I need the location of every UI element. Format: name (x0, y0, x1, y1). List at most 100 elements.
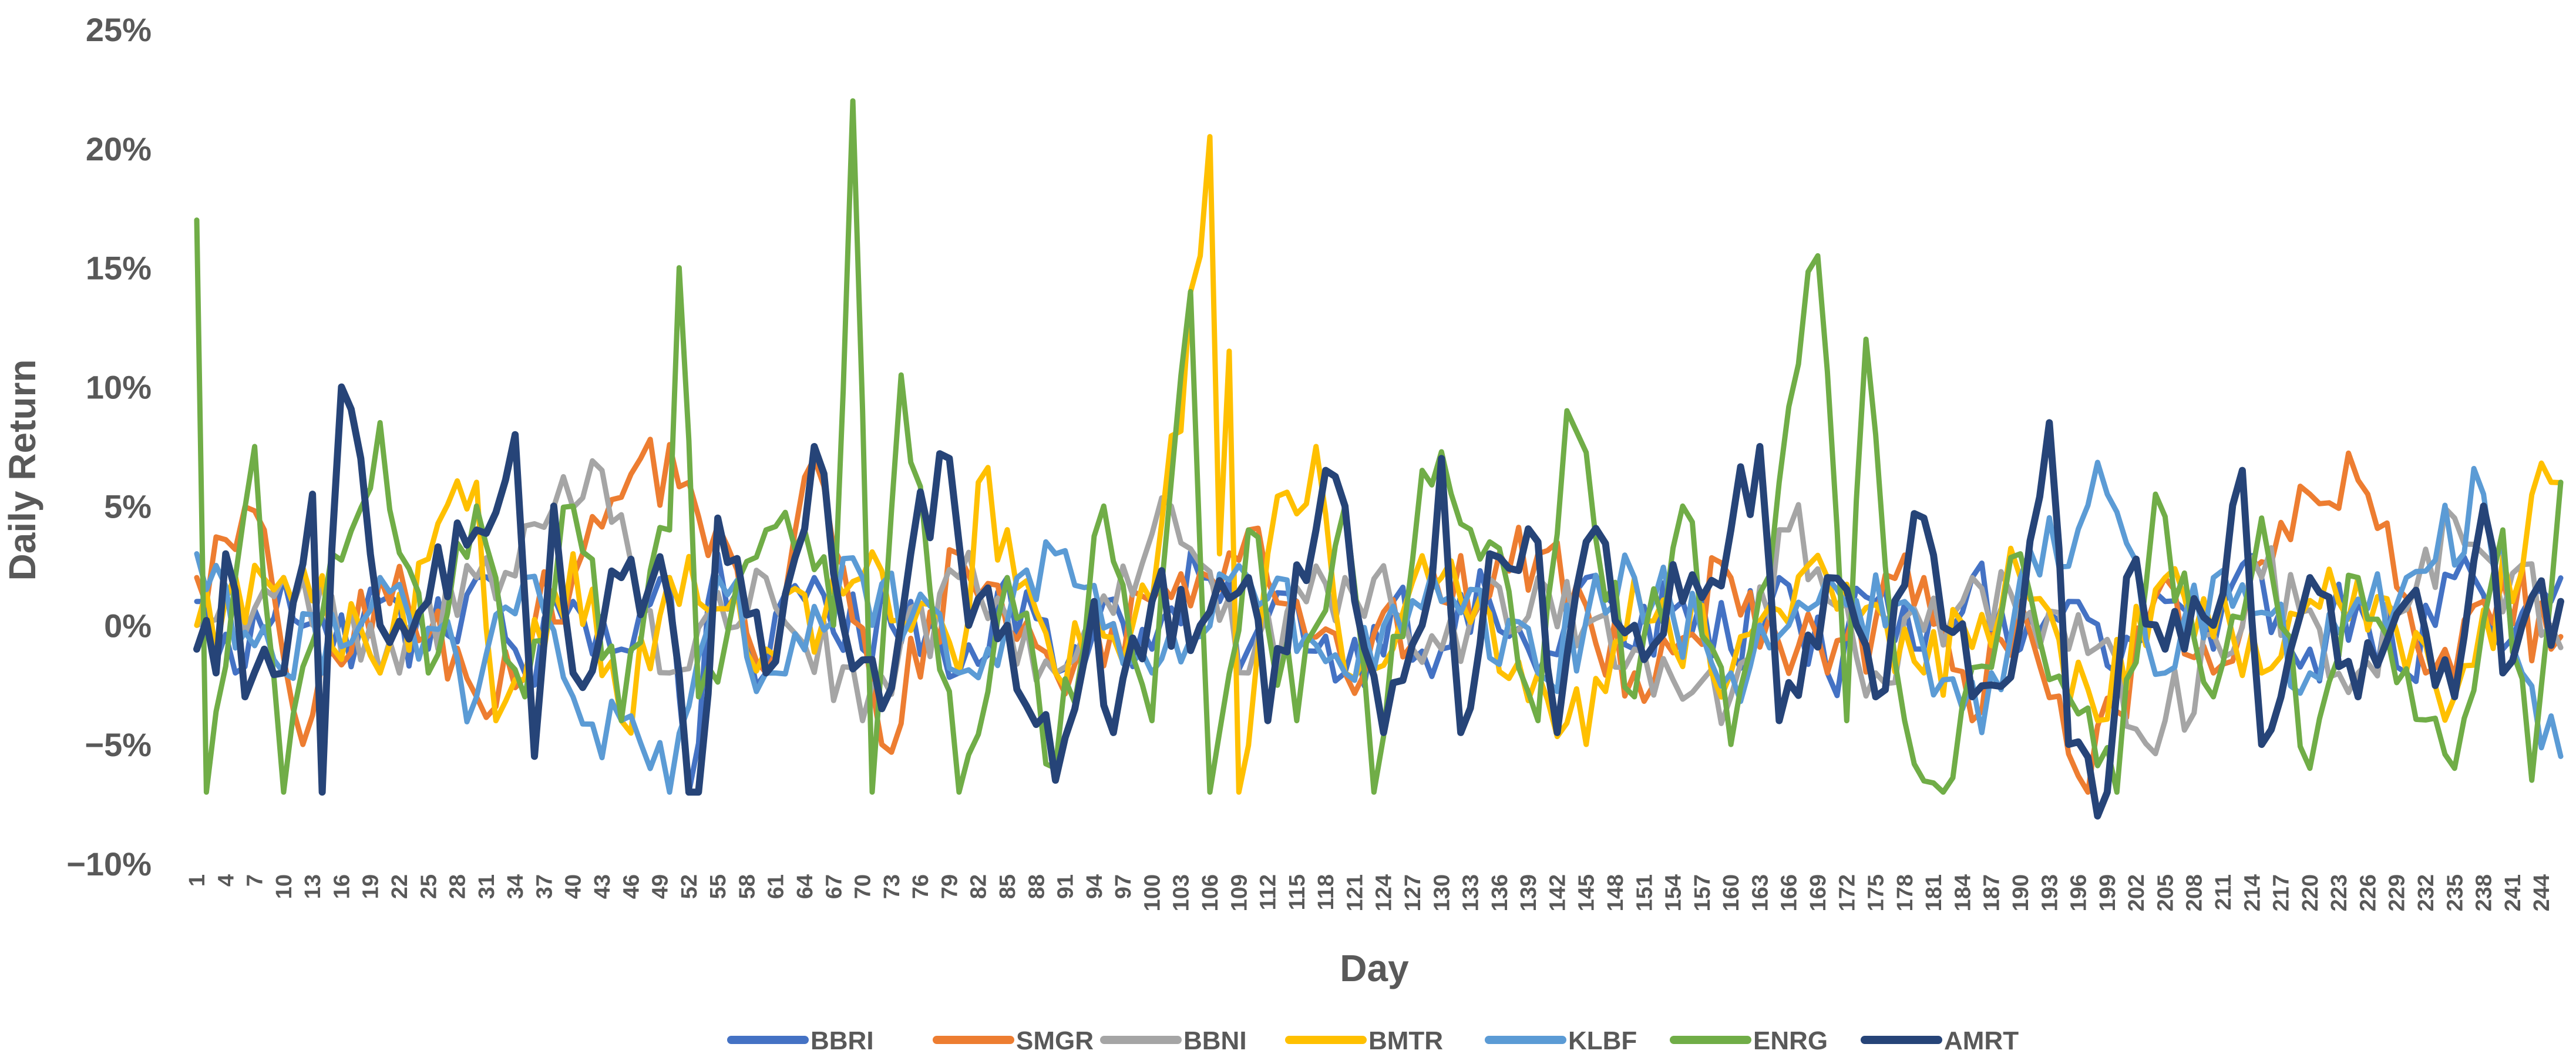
x-tick-label: 112 (1256, 874, 1281, 910)
legend-label: BBRI (811, 1026, 874, 1055)
y-tick-label: 10% (86, 369, 152, 406)
x-tick-label: 241 (2501, 874, 2525, 911)
legend-label: BBNI (1183, 1026, 1247, 1055)
legend-item-enrg: ENRG (1670, 1026, 1828, 1055)
x-tick-label: 97 (1111, 874, 1136, 899)
legend-item-bbri: BBRI (727, 1026, 874, 1055)
x-tick-label: 199 (2096, 874, 2120, 911)
x-tick-label: 61 (764, 874, 789, 899)
x-tick-label: 7 (243, 874, 268, 887)
x-tick-label: 37 (532, 874, 557, 899)
x-tick-label: 208 (2182, 874, 2207, 911)
x-tick-label: 13 (301, 874, 325, 899)
y-tick-label: −5% (85, 726, 152, 763)
x-tick-label: 139 (1516, 874, 1541, 911)
x-tick-label: 118 (1314, 874, 1339, 910)
legend-item-klbf: KLBF (1485, 1026, 1637, 1055)
x-tick-label: 169 (1806, 874, 1831, 911)
x-tick-label: 163 (1748, 874, 1773, 911)
x-tick-label: 94 (1082, 874, 1107, 899)
x-tick-label: 130 (1430, 874, 1454, 911)
x-tick-label: 25 (416, 874, 441, 899)
x-tick-label: 190 (2009, 874, 2033, 911)
x-tick-label: 49 (648, 874, 673, 899)
x-tick-label: 106 (1198, 874, 1223, 911)
x-tick-label: 82 (967, 874, 991, 899)
x-tick-label: 187 (1980, 874, 2005, 911)
legend-label: KLBF (1568, 1026, 1637, 1055)
series-line-amrt (193, 383, 2564, 820)
x-tick-label: 28 (446, 874, 470, 899)
x-tick-label: 91 (1054, 874, 1078, 899)
legend-item-amrt: AMRT (1861, 1026, 2019, 1055)
x-tick-label: 79 (937, 874, 962, 899)
x-tick-label: 142 (1545, 874, 1570, 911)
legend-label: AMRT (1944, 1026, 2019, 1055)
x-tick-label: 160 (1719, 874, 1744, 911)
x-tick-label: 235 (2443, 874, 2467, 911)
x-tick-label: 109 (1227, 874, 1252, 911)
x-tick-label: 205 (2153, 874, 2178, 911)
x-tick-label: 124 (1372, 874, 1397, 911)
x-tick-label: 43 (590, 874, 615, 899)
x-tick-label: 88 (1024, 874, 1049, 899)
x-tick-label: 211 (2211, 874, 2236, 910)
series-lines (193, 98, 2564, 820)
x-tick-label: 58 (735, 874, 759, 899)
x-tick-label: 52 (677, 874, 702, 899)
x-tick-label: 103 (1169, 874, 1194, 911)
x-tick-label: 64 (793, 874, 818, 899)
x-tick-label: 16 (329, 874, 354, 899)
y-tick-label: 20% (86, 130, 152, 167)
x-tick-label: 214 (2240, 874, 2265, 911)
x-tick-label: 193 (2037, 874, 2062, 911)
x-tick-label: 244 (2530, 874, 2554, 911)
x-tick-label: 232 (2414, 874, 2439, 911)
x-tick-label: 223 (2327, 874, 2352, 911)
x-tick-label: 1 (185, 874, 210, 887)
x-tick-label: 4 (214, 874, 238, 887)
y-tick-label: 0% (104, 607, 152, 644)
x-tick-label: 40 (561, 874, 586, 899)
x-tick-label: 181 (1922, 874, 1946, 911)
x-tick-label: 115 (1285, 874, 1310, 910)
series-line-enrg (194, 98, 2564, 795)
y-tick-label: 25% (86, 11, 152, 48)
x-tick-label: 154 (1662, 874, 1686, 911)
x-tick-label: 178 (1893, 874, 1918, 911)
x-axis-title: Day (1340, 947, 1409, 989)
x-tick-label: 166 (1777, 874, 1802, 911)
x-tick-label: 22 (388, 874, 412, 899)
x-tick-label: 202 (2124, 874, 2149, 911)
x-tick-label: 229 (2385, 874, 2410, 911)
x-tick-label: 133 (1459, 874, 1484, 911)
x-tick-label: 226 (2356, 874, 2380, 911)
x-tick-label: 10 (272, 874, 297, 899)
y-tick-label: 15% (86, 250, 152, 287)
x-tick-label: 172 (1835, 874, 1859, 911)
x-tick-label: 19 (359, 874, 384, 899)
x-tick-label: 46 (619, 874, 644, 899)
x-tick-label: 145 (1575, 874, 1599, 911)
x-tick-label: 127 (1401, 874, 1425, 911)
x-tick-label: 85 (996, 874, 1020, 899)
chart-legend: BBRI SMGR BBNI BMTR KLBF ENRG AMRT (727, 1026, 2019, 1055)
y-axis-ticks: 25% 20% 15% 10% 5% 0% −5% −10% (66, 11, 152, 882)
x-tick-label: 70 (851, 874, 876, 899)
x-tick-label: 136 (1488, 874, 1512, 911)
y-axis-title: Daily Return (1, 360, 43, 581)
x-tick-label: 175 (1864, 874, 1889, 911)
legend-item-smgr: SMGR (933, 1026, 1094, 1055)
series-line-klbf (194, 459, 2564, 795)
series-line-bmtr (194, 134, 2564, 795)
y-tick-label: 5% (104, 488, 152, 525)
x-axis-ticks: 1 4 7 10 13 16 19 22 25 28 31 34 37 40 43 46 49 52 55 58 61 6… (185, 874, 2554, 911)
x-tick-label: 67 (822, 874, 846, 899)
x-tick-label: 121 (1343, 874, 1367, 911)
x-tick-label: 217 (2269, 874, 2294, 911)
x-tick-label: 238 (2472, 874, 2497, 911)
y-tick-label: −10% (66, 845, 152, 882)
x-tick-label: 148 (1603, 874, 1628, 911)
x-tick-label: 76 (909, 874, 933, 899)
